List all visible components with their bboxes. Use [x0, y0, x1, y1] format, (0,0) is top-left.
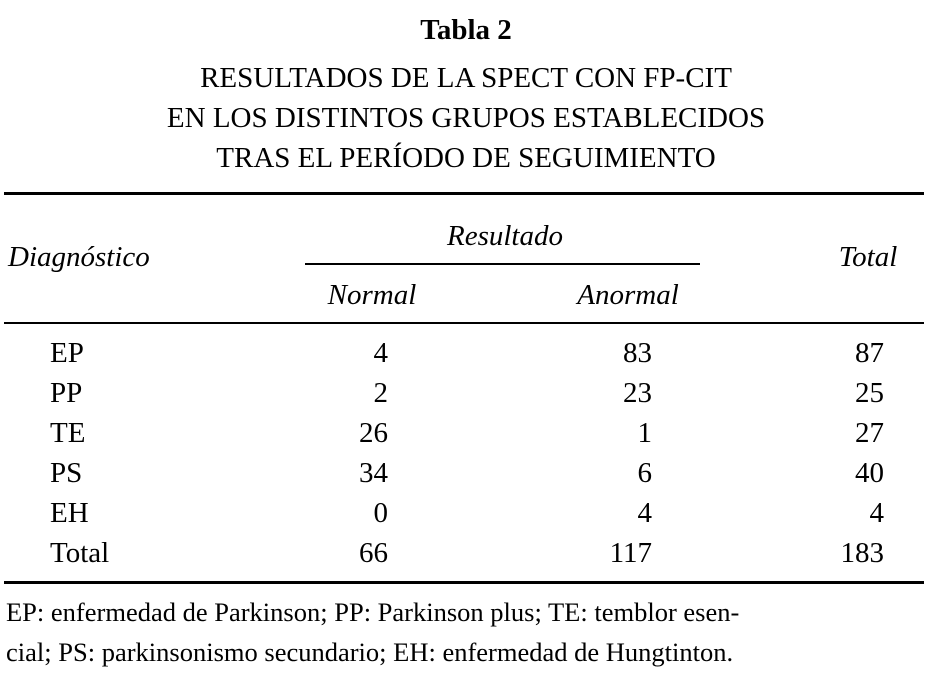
cell: 183: [840, 537, 885, 569]
row-label: Total: [50, 537, 110, 569]
cell: 0: [373, 497, 389, 529]
subtitle-line: TRAS EL PERÍODO DE SEGUIMIENTO: [216, 142, 716, 174]
footnote-line: cial; PS: parkinsonismo secundario; EH: …: [6, 637, 734, 667]
column-header: Total: [838, 241, 898, 273]
cell: 117: [609, 537, 652, 569]
header-rule: [4, 322, 924, 324]
title: Tabla 2: [420, 14, 512, 46]
row-label: EP: [50, 337, 84, 369]
cell: 66: [359, 537, 388, 569]
column-header: Normal: [327, 279, 417, 311]
cell: 2: [373, 377, 389, 409]
cell: 26: [359, 417, 388, 449]
column-header: Anormal: [577, 279, 679, 311]
cell: 6: [637, 457, 653, 489]
column-group-header: Resultado: [447, 220, 563, 252]
row-label: PP: [50, 377, 83, 409]
cell: 34: [359, 457, 388, 489]
cell: 40: [855, 457, 884, 489]
cell: 4: [373, 337, 389, 369]
cell: 23: [623, 377, 652, 409]
subtitle-line: RESULTADOS DE LA SPECT CON FP-CIT: [200, 62, 732, 94]
row-label: TE: [50, 417, 86, 449]
cell: 4: [637, 497, 653, 529]
cell: 1: [637, 417, 653, 449]
row-label: PS: [50, 457, 83, 489]
cell: 83: [623, 337, 652, 369]
row-label: EH: [50, 497, 89, 529]
cell: 87: [855, 337, 884, 369]
column-header: Diagnóstico: [8, 241, 150, 273]
footnote-line: EP: enfermedad de Parkinson; PP: Parkins…: [6, 597, 740, 627]
cell: 27: [855, 417, 884, 449]
group-rule: [305, 263, 700, 265]
cell: 4: [869, 497, 885, 529]
top-rule: [4, 192, 924, 195]
cell: 25: [855, 377, 884, 409]
subtitle-line: EN LOS DISTINTOS GRUPOS ESTABLECIDOS: [166, 102, 766, 134]
bottom-rule: [4, 581, 924, 584]
